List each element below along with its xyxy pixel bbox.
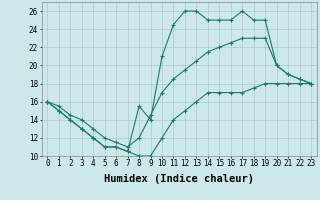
X-axis label: Humidex (Indice chaleur): Humidex (Indice chaleur) — [104, 174, 254, 184]
